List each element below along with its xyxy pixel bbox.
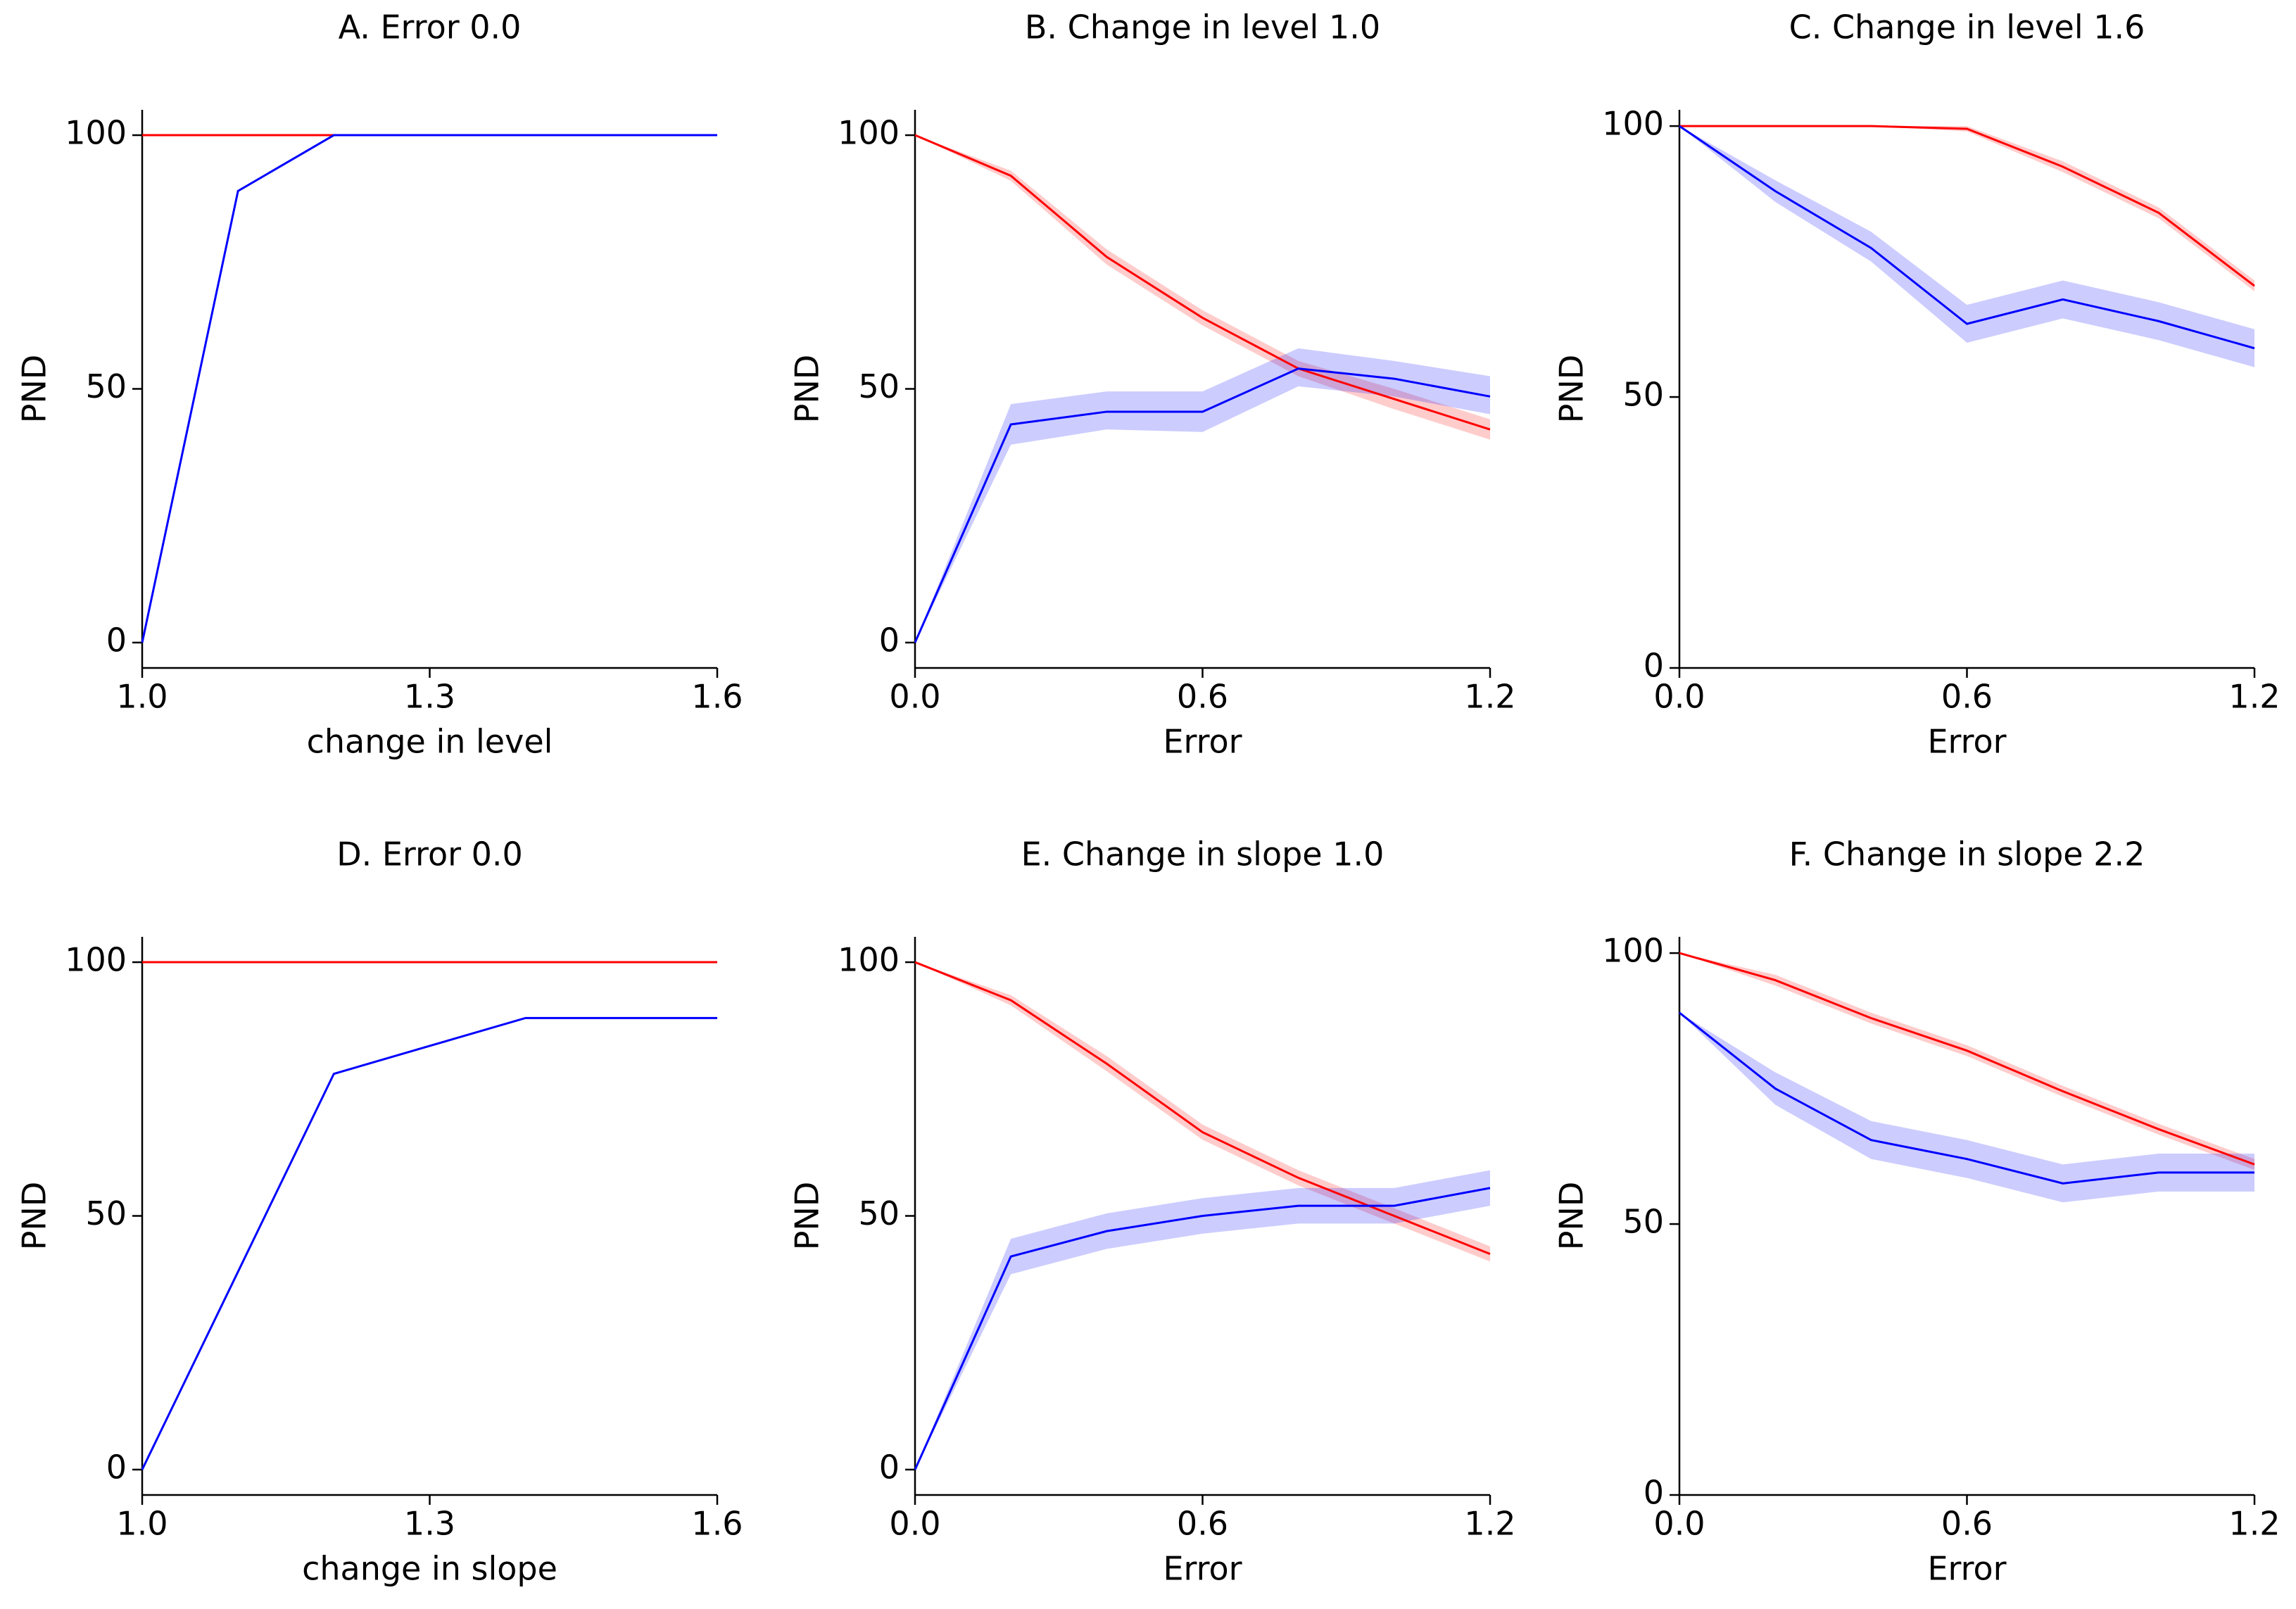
series-line [914,134,1491,431]
x-axis-label: Error [1163,1550,1242,1588]
chart-title: B. Change in level 1.0 [1025,8,1380,46]
x-axis-label: Error [1163,723,1242,761]
x-tick-label: 0.0 [1653,1505,1705,1543]
chart-title: D. Error 0.0 [336,835,523,873]
x-axis-label: change in slope [302,1550,557,1588]
y-tick-label: 50 [85,367,127,405]
x-tick-label: 0.0 [889,1505,940,1543]
x-tick-label: 0.6 [1177,1505,1228,1543]
x-tick-label: 1.2 [1464,1505,1515,1543]
y-tick-label: 100 [1602,932,1664,970]
y-axis-label: PND [788,355,826,424]
x-tick-label: 0.6 [1177,678,1228,716]
y-tick-label: 50 [85,1194,127,1232]
y-tick-label: 50 [1622,1203,1664,1241]
x-tick-label: 1.2 [1464,678,1515,716]
y-tick-label: 100 [65,941,127,979]
series-line [1679,125,2255,287]
x-axis-label: Error [1927,723,2006,761]
chart-title: A. Error 0.0 [339,8,522,46]
x-tick-label: 1.2 [2228,1505,2280,1543]
y-tick-label: 100 [1602,105,1664,143]
y-axis-label: PND [15,1182,53,1251]
x-tick-label: 1.0 [116,678,168,716]
confidence-band [1679,953,2254,1171]
x-tick-label: 1.6 [691,1505,743,1543]
y-axis-label: PND [1553,355,1591,424]
x-axis-label: change in level [307,723,553,761]
x-tick-label: 0.6 [1941,678,1993,716]
y-tick-label: 0 [879,621,900,659]
y-tick-label: 0 [106,1448,127,1486]
chart-title: E. Change in slope 1.0 [1021,835,1384,873]
confidence-band [915,962,1490,1262]
y-tick-label: 50 [1622,376,1664,414]
y-axis-label: PND [1553,1182,1591,1251]
y-tick-label: 0 [1644,647,1664,685]
x-tick-label: 1.2 [2228,678,2280,716]
y-axis-label: PND [15,355,53,424]
y-tick-label: 0 [106,621,127,659]
y-tick-label: 50 [858,367,900,405]
series-line [914,961,1491,1255]
series-line [1679,1011,2254,1185]
y-tick-label: 0 [1644,1474,1664,1512]
y-tick-label: 100 [838,114,900,152]
series-line [1679,952,2255,1166]
series-line [914,1187,1491,1470]
confidence-band [1679,126,2254,367]
x-tick-label: 1.6 [691,678,743,716]
x-tick-label: 0.6 [1941,1505,1993,1543]
x-tick-label: 1.3 [404,678,455,716]
x-tick-label: 0.0 [889,678,940,716]
x-axis-label: Error [1927,1550,2006,1588]
confidence-band [1679,1012,2254,1203]
series-line [914,367,1491,643]
x-tick-label: 0.0 [1653,678,1705,716]
series-line [141,134,717,643]
confidence-band [915,348,1490,643]
y-axis-label: PND [788,1182,826,1251]
confidence-band [915,1170,1490,1470]
x-tick-label: 1.0 [116,1505,168,1543]
series-line [1679,125,2255,350]
x-tick-label: 1.3 [404,1505,455,1543]
y-tick-label: 0 [879,1448,900,1486]
chart-title: C. Change in level 1.6 [1789,8,2145,46]
series-line [141,1016,717,1470]
confidence-band [1679,126,2254,291]
y-tick-label: 50 [858,1194,900,1232]
confidence-band [915,135,1490,440]
y-tick-label: 100 [65,114,127,152]
y-tick-label: 100 [838,941,900,979]
chart-title: F. Change in slope 2.2 [1789,835,2145,873]
